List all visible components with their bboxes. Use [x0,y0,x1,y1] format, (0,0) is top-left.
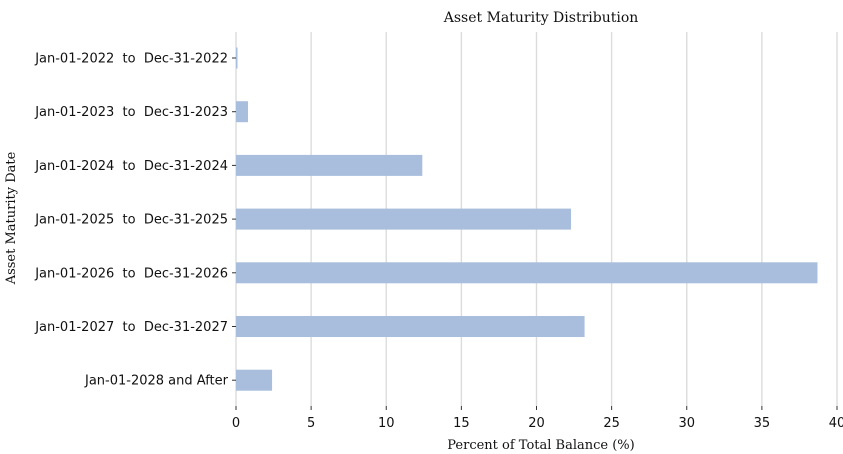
bars [236,47,818,391]
x-tick-label: 20 [528,416,545,431]
bar [236,316,585,337]
y-tick-label: Jan-01-2023 to Dec-31-2023 [34,105,228,120]
bar [236,262,818,284]
bar [236,369,273,391]
y-tick-label: Jan-01-2028 and After [84,374,229,389]
y-tick-label: Jan-01-2025 to Dec-31-2025 [34,213,228,228]
x-tick-label: 0 [232,416,240,431]
chart-title: Asset Maturity Distribution [443,10,639,26]
bar [236,154,423,176]
x-tick-label: 25 [603,416,620,431]
x-tick-label: 40 [829,416,843,431]
bar [236,101,249,123]
x-tick-label: 15 [453,416,470,431]
x-tick-label: 30 [678,416,695,431]
x-tick-label: 10 [378,416,395,431]
y-axis-title: Asset Maturity Date [4,151,19,285]
bar [236,47,238,69]
y-tick-label: Jan-01-2026 to Dec-31-2026 [34,266,228,281]
x-tick-label: 5 [307,416,315,431]
bar [236,208,572,230]
x-axis-ticks: 0 5 10 15 20 25 30 35 40 [232,406,843,431]
x-tick-label: 35 [754,416,771,431]
x-axis-title: Percent of Total Balance (%) [447,438,634,453]
y-tick-label: Jan-01-2027 to Dec-31-2027 [34,320,228,335]
y-tick-label: Jan-01-2024 to Dec-31-2024 [34,159,228,174]
y-axis-ticks: Jan-01-2022 to Dec-31-2022 Jan-01-2023 to… [34,52,236,389]
y-tick-label: Jan-01-2022 to Dec-31-2022 [34,52,228,67]
